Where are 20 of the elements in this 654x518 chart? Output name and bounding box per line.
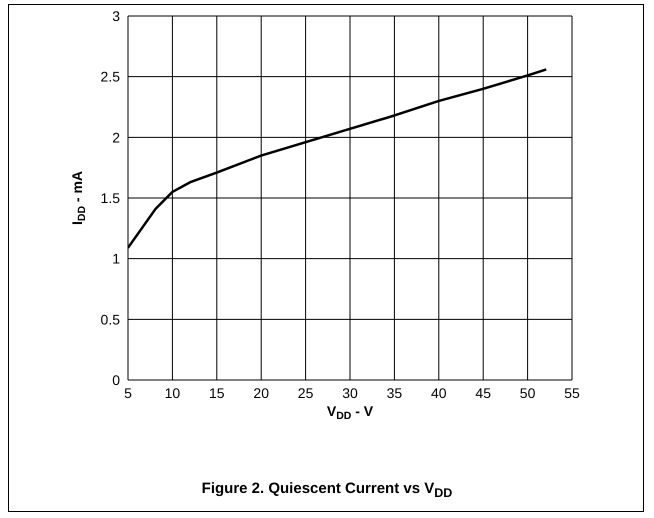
x-tick-label: 15: [209, 384, 225, 401]
x-tick-label: 5: [124, 384, 132, 401]
x-tick-label: 45: [475, 384, 492, 401]
x-tick-label: 55: [564, 384, 580, 401]
text: Figure 2. Quiescent Current vs V$_{DD}$: [200, 480, 454, 500]
x-tick-label: 25: [298, 384, 314, 401]
x-tick-label: 20: [253, 384, 270, 401]
x-tick-label: 10: [164, 384, 180, 401]
y-tick-label: 0.5: [100, 311, 120, 328]
x-tick-label: 40: [431, 384, 447, 401]
x-tick-label: 30: [342, 384, 358, 401]
y-tick-label: 2.5: [100, 68, 120, 85]
x-tick-label: 50: [520, 384, 536, 401]
x-axis-title: V$_{DD}$ - V: [326, 403, 374, 422]
y-tick-label: 3: [112, 8, 120, 24]
y-tick-label: 1: [112, 250, 120, 267]
y-tick-label: 0: [112, 372, 120, 388]
y-tick-label: 2: [112, 129, 120, 146]
x-tick-label: 35: [386, 384, 402, 401]
y-tick-label: 1.5: [100, 190, 120, 206]
